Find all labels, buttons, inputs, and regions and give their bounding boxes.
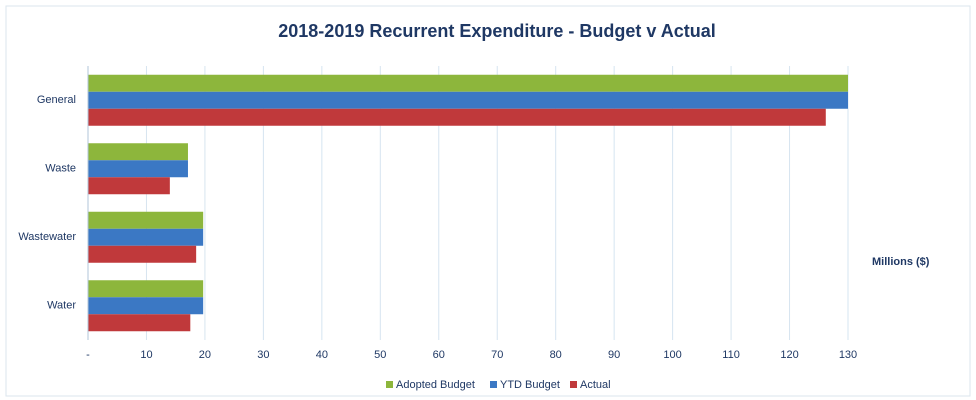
bar (88, 297, 204, 315)
legend-label: YTD Budget (500, 379, 560, 391)
bar (88, 314, 191, 332)
x-tick-label: 90 (608, 349, 620, 361)
x-tick-label: 10 (140, 349, 152, 361)
axis-label: Millions ($) (872, 256, 930, 268)
bar (88, 160, 188, 178)
x-tick-label: 130 (839, 349, 857, 361)
y-tick-label: Wastewater (18, 231, 76, 243)
x-tick-label: 100 (663, 349, 681, 361)
x-tick-label: 20 (199, 349, 211, 361)
y-tick-label: Waste (45, 163, 76, 175)
x-tick-label: 110 (722, 349, 740, 361)
bar (88, 108, 826, 126)
x-tick-label: 50 (374, 349, 386, 361)
x-tick-label: 70 (491, 349, 503, 361)
legend-label: Adopted Budget (396, 379, 475, 391)
x-tick-label: 80 (550, 349, 562, 361)
y-tick-label: Water (47, 300, 76, 312)
x-tick-label: 40 (316, 349, 328, 361)
bar (88, 177, 170, 195)
bar (88, 91, 848, 109)
bar (88, 74, 848, 92)
bar (88, 245, 197, 263)
legend-label: Actual (580, 379, 611, 391)
bar (88, 280, 204, 298)
x-tick-label: - (86, 349, 90, 361)
legend-swatch (490, 381, 497, 388)
chart-title: 2018-2019 Recurrent Expenditure - Budget… (278, 21, 715, 41)
bar (88, 211, 204, 229)
bar (88, 143, 188, 161)
x-tick-label: 30 (257, 349, 269, 361)
x-tick-label: 120 (780, 349, 798, 361)
x-tick-label: 60 (433, 349, 445, 361)
legend-swatch (386, 381, 393, 388)
legend-swatch (570, 381, 577, 388)
y-tick-label: General (37, 94, 76, 106)
bar (88, 228, 204, 246)
chart-frame (5, 5, 971, 397)
